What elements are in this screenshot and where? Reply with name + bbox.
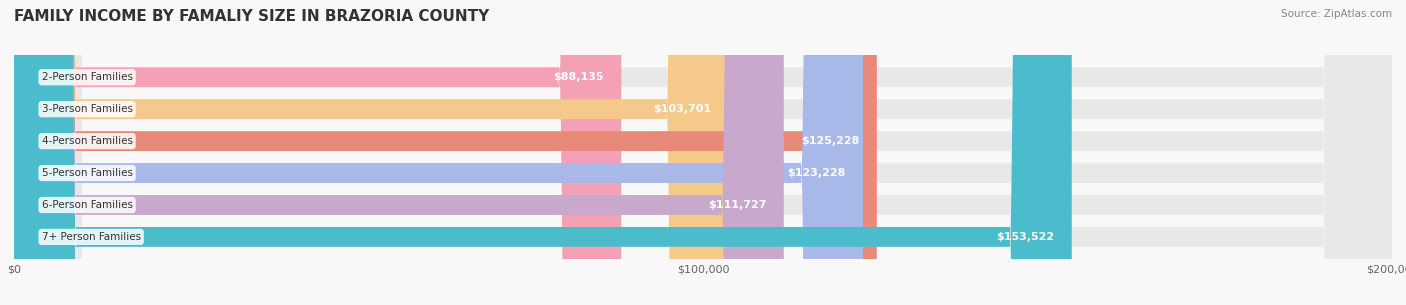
FancyBboxPatch shape — [14, 0, 1392, 305]
Text: $88,135: $88,135 — [554, 72, 605, 82]
FancyBboxPatch shape — [14, 0, 1392, 305]
Text: 7+ Person Families: 7+ Person Families — [42, 232, 141, 242]
FancyBboxPatch shape — [14, 0, 783, 305]
Text: $111,727: $111,727 — [709, 200, 766, 210]
FancyBboxPatch shape — [14, 0, 728, 305]
Text: 2-Person Families: 2-Person Families — [42, 72, 132, 82]
Text: $125,228: $125,228 — [801, 136, 859, 146]
Text: 6-Person Families: 6-Person Families — [42, 200, 132, 210]
Text: $103,701: $103,701 — [654, 104, 711, 114]
Text: FAMILY INCOME BY FAMALIY SIZE IN BRAZORIA COUNTY: FAMILY INCOME BY FAMALIY SIZE IN BRAZORI… — [14, 9, 489, 24]
FancyBboxPatch shape — [14, 0, 1392, 305]
FancyBboxPatch shape — [14, 0, 863, 305]
Text: Source: ZipAtlas.com: Source: ZipAtlas.com — [1281, 9, 1392, 19]
FancyBboxPatch shape — [14, 0, 1392, 305]
FancyBboxPatch shape — [14, 0, 1071, 305]
FancyBboxPatch shape — [14, 0, 1392, 305]
Text: 5-Person Families: 5-Person Families — [42, 168, 132, 178]
Text: 4-Person Families: 4-Person Families — [42, 136, 132, 146]
FancyBboxPatch shape — [14, 0, 1392, 305]
FancyBboxPatch shape — [14, 0, 877, 305]
FancyBboxPatch shape — [14, 0, 621, 305]
Text: 3-Person Families: 3-Person Families — [42, 104, 132, 114]
Text: $153,522: $153,522 — [997, 232, 1054, 242]
Text: $123,228: $123,228 — [787, 168, 846, 178]
